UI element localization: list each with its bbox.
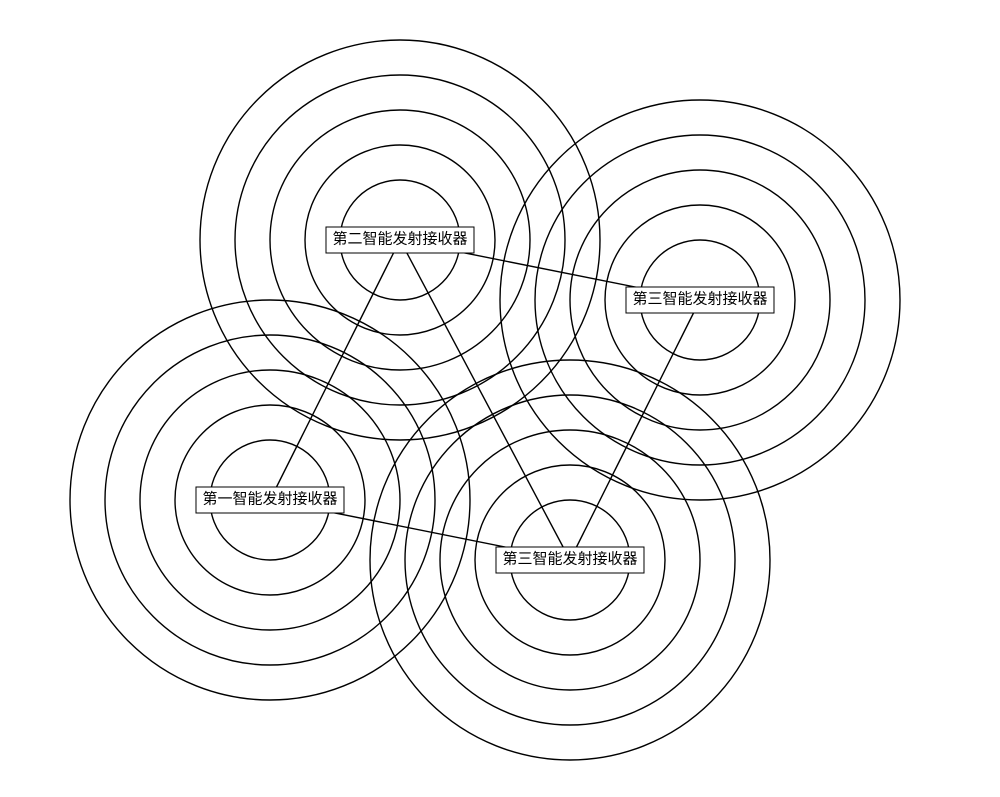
connection-line bbox=[570, 300, 700, 560]
connection-line bbox=[270, 240, 400, 500]
connection-line bbox=[400, 240, 570, 560]
transceiver-label: 第三智能发射接收器 bbox=[495, 547, 644, 574]
diagram-svg bbox=[0, 0, 1000, 797]
transceiver-label: 第三智能发射接收器 bbox=[625, 287, 774, 314]
transceiver-label: 第二智能发射接收器 bbox=[325, 227, 474, 254]
diagram-stage: 第二智能发射接收器第三智能发射接收器第一智能发射接收器第三智能发射接收器 bbox=[0, 0, 1000, 797]
transceiver-label: 第一智能发射接收器 bbox=[195, 487, 344, 514]
